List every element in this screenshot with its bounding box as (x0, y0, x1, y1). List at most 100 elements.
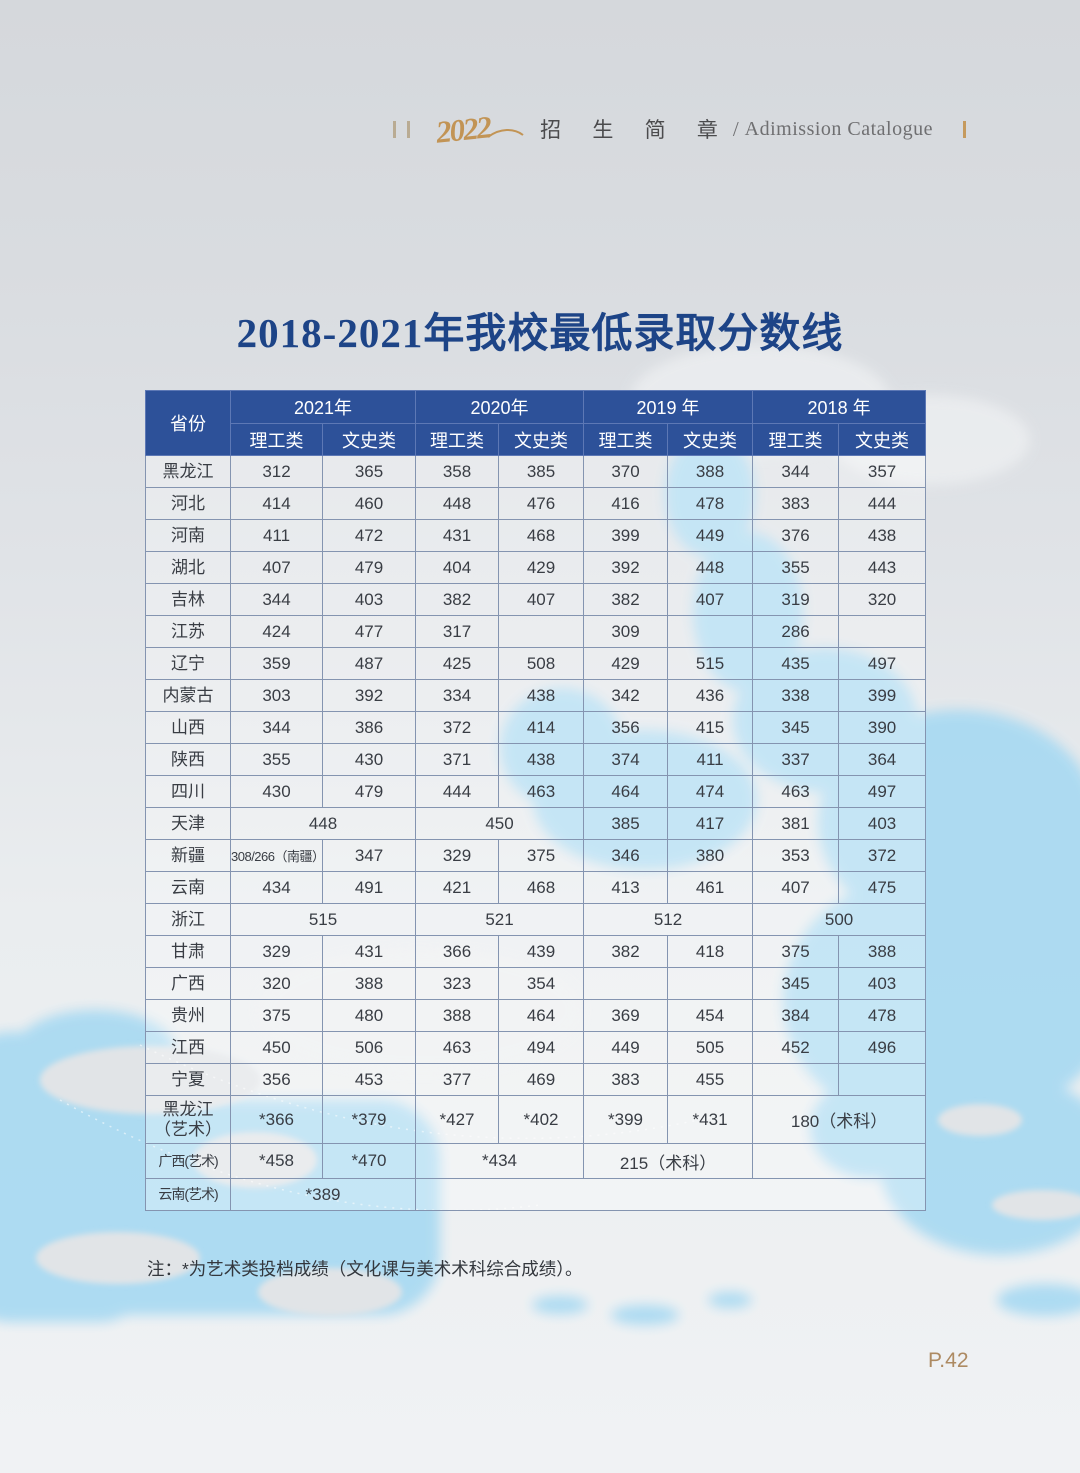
score-cell: 454 (667, 999, 754, 1032)
province-cell: 黑龙江 （艺术） (145, 1095, 231, 1144)
score-cell (583, 967, 669, 1000)
score-cell: 443 (838, 551, 927, 584)
score-cell: 479 (321, 551, 417, 584)
province-cell: 广西 (145, 967, 231, 1000)
score-cell: 342 (583, 679, 669, 712)
score-cell: 424 (230, 615, 323, 648)
score-cell: 372 (838, 839, 927, 872)
table-row: 吉林 344 403 382 407 382 407 319 320 (145, 583, 927, 616)
score-cell: 435 (752, 647, 840, 680)
province-cell: 新疆 (145, 839, 231, 872)
score-cell: 407 (498, 583, 585, 616)
score-cell: 381 (752, 807, 840, 840)
score-cell: 515 (229, 903, 417, 936)
score-cell: 480 (321, 999, 417, 1032)
score-cell: 452 (752, 1031, 840, 1064)
score-cell: 388 (667, 455, 754, 488)
table-row: 江苏 424 477 317 309 286 (145, 615, 927, 648)
score-cell: 366 (415, 935, 500, 968)
score-cell: 382 (415, 583, 500, 616)
score-cell: 425 (415, 647, 500, 680)
province-cell: 天津 (145, 807, 231, 840)
score-cell: 334 (415, 679, 500, 712)
table-row: 内蒙古 303 392 334 438 342 436 338 399 (145, 679, 927, 712)
score-cell: 460 (321, 487, 417, 520)
table-row: 云南(艺术) *389 (145, 1178, 927, 1211)
score-cell: *434 (415, 1143, 585, 1179)
score-cell: 500 (752, 903, 927, 936)
score-cell: 505 (667, 1031, 754, 1064)
score-cell: 345 (752, 967, 840, 1000)
accent-bar-icon (393, 120, 397, 138)
score-cell: 312 (230, 455, 323, 488)
score-cell: 414 (230, 487, 323, 520)
score-cell: 430 (321, 743, 417, 776)
score-cell: 439 (498, 935, 585, 968)
score-cell: 521 (415, 903, 585, 936)
table-row: 湖北 407 479 404 429 392 448 355 443 (145, 551, 927, 584)
score-cell: 371 (415, 743, 500, 776)
province-cell: 甘肃 (145, 935, 231, 968)
score-cell: 323 (415, 967, 500, 1000)
score-cell: 320 (230, 967, 323, 1000)
score-cell: 357 (838, 455, 927, 488)
score-cell: 411 (230, 519, 323, 552)
score-cell: 477 (321, 615, 417, 648)
province-cell: 云南(艺术) (145, 1178, 231, 1211)
score-cell: 338 (752, 679, 840, 712)
score-cell (498, 615, 585, 648)
score-cell: 369 (583, 999, 669, 1032)
score-cell: 472 (321, 519, 417, 552)
header-category: 理工类 (415, 423, 500, 456)
page-header: 2022 招 生 简 章 / Adimission Catalogue (0, 109, 966, 149)
province-cell: 贵州 (145, 999, 231, 1032)
score-cell: 512 (583, 903, 754, 936)
score-cell: 434 (230, 871, 323, 904)
table-row: 天津 448 450 385 417 381 403 (145, 807, 927, 840)
score-cell: *399 (583, 1095, 669, 1144)
score-cell: 478 (838, 999, 927, 1032)
province-cell: 内蒙古 (145, 679, 231, 712)
score-cell: 497 (838, 775, 927, 808)
score-cell: 403 (838, 967, 927, 1000)
score-cell: 180（术科） (752, 1095, 927, 1144)
table-row: 贵州 375 480 388 464 369 454 384 478 (145, 999, 927, 1032)
table-row: 河北 414 460 448 476 416 478 383 444 (145, 487, 927, 520)
score-cell: 384 (752, 999, 840, 1032)
score-cell: *366 (230, 1095, 323, 1144)
score-cell: 388 (415, 999, 500, 1032)
score-cell: 468 (498, 871, 585, 904)
province-cell: 河南 (145, 519, 231, 552)
score-cell: 317 (415, 615, 500, 648)
accent-bar-icon (963, 120, 966, 138)
province-cell: 宁夏 (145, 1063, 231, 1096)
score-cell: 386 (321, 711, 417, 744)
score-cell: 438 (838, 519, 927, 552)
score-cell: 444 (838, 487, 927, 520)
score-cell: 448 (415, 487, 500, 520)
score-cell: 431 (321, 935, 417, 968)
score-cell: 496 (838, 1031, 927, 1064)
province-cell: 广西(艺术) (145, 1143, 231, 1179)
table-row: 江西 450 506 463 494 449 505 452 496 (145, 1031, 927, 1064)
score-cell (752, 1143, 927, 1179)
score-cell: 444 (415, 775, 500, 808)
score-cell: 404 (415, 551, 500, 584)
score-cell: 370 (583, 455, 669, 488)
score-cell: 421 (415, 871, 500, 904)
score-cell: 358 (415, 455, 500, 488)
score-cell: 463 (752, 775, 840, 808)
page-number: P.42 (928, 1349, 969, 1372)
score-cell: 399 (838, 679, 927, 712)
score-cell: 407 (752, 871, 840, 904)
score-cell: 392 (583, 551, 669, 584)
score-cell: 463 (498, 775, 585, 808)
score-cell: 346 (583, 839, 669, 872)
score-cell: 364 (838, 743, 927, 776)
score-cell: 345 (752, 711, 840, 744)
score-cell: 347 (321, 839, 417, 872)
score-cell: 508 (498, 647, 585, 680)
header-year: 2018 年 (752, 390, 927, 424)
score-cell: 430 (230, 775, 323, 808)
score-cell: 356 (230, 1063, 323, 1096)
